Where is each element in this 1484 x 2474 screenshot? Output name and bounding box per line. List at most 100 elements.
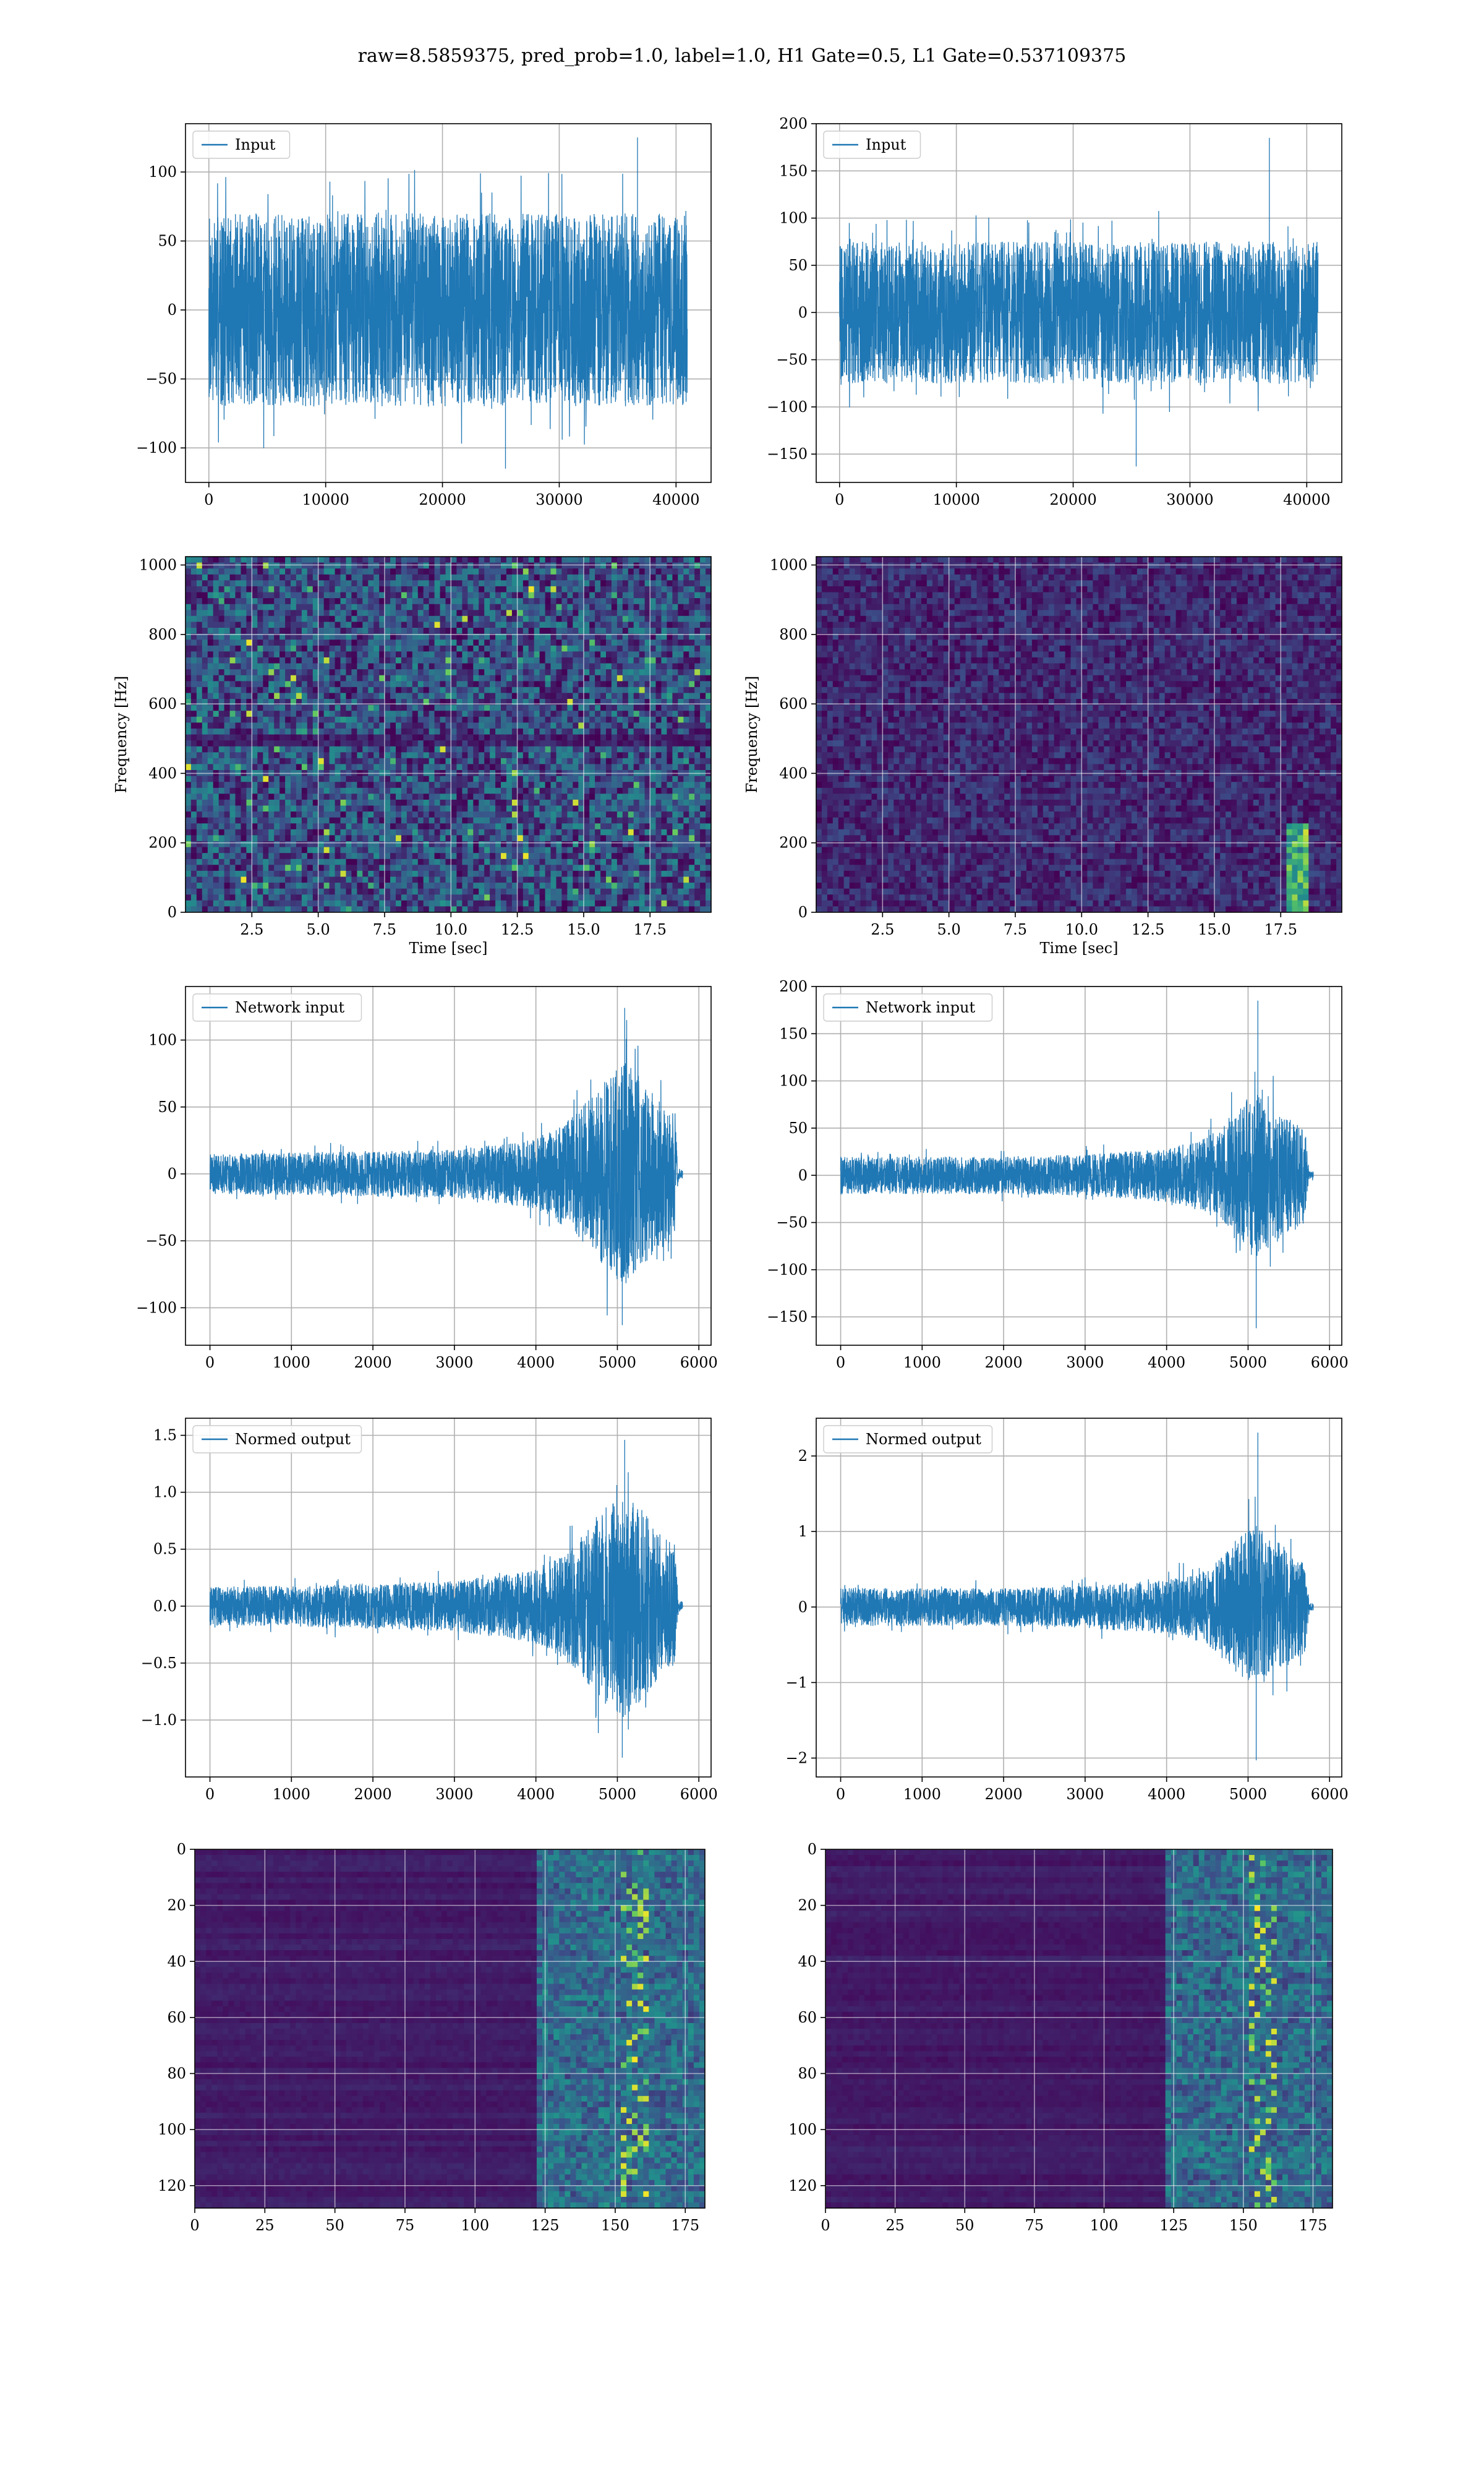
heatmap-cell [385,870,391,878]
heatmap-cell [412,640,419,646]
heatmap-cell [351,799,357,807]
heatmap-cell [312,758,319,764]
heatmap-cell [534,693,540,700]
heatmap-cell [390,598,396,605]
heatmap-cell [561,876,568,883]
heatmap-cell [578,628,584,635]
heatmap-cell [379,657,385,664]
heatmap-cell [213,722,220,729]
heatmap-cell [190,776,197,782]
heatmap-cell [318,823,325,830]
heatmap-cell [550,787,556,794]
heatmap-cell [224,888,231,895]
heatmap-cell [340,628,346,635]
legend-label: Input [235,136,276,153]
heatmap-cell [440,675,446,682]
heatmap-cell [312,764,319,771]
heatmap-cell [329,888,336,895]
heatmap-cell [545,645,552,652]
heatmap-cell [312,628,319,635]
heatmap-cell [550,906,556,912]
heatmap-cell [229,752,236,759]
heatmap-cell [616,841,623,848]
heatmap-cell [357,894,363,901]
heatmap-cell [318,675,325,682]
heatmap-cell [462,592,468,599]
heatmap-cell [207,746,214,753]
heatmap-cell [202,562,208,569]
heatmap-cell [595,693,601,700]
heatmap-cell [561,568,568,575]
heatmap-cell [224,598,231,605]
heatmap-cell [517,787,524,794]
heatmap-cell [335,888,341,895]
heatmap-cell [445,894,451,901]
heatmap-cell [202,722,208,729]
heatmap-cell [390,562,396,569]
heatmap-cell [628,876,634,883]
heatmap-cell [429,693,435,700]
heatmap-cell [600,740,607,747]
heatmap-cell [456,598,463,605]
heatmap-cell [545,835,552,842]
heatmap-cell [224,586,231,593]
heatmap-cell [291,645,297,652]
heatmap-cell [456,657,463,664]
heatmap-cell [616,663,623,670]
heatmap-cell [429,681,435,688]
heatmap-cell [357,799,363,807]
heatmap-cell [224,633,231,640]
heatmap-cell [595,787,601,794]
heatmap-cell [207,734,214,741]
heatmap-cell [307,615,313,622]
heatmap-cell [423,586,430,593]
heatmap-cell [573,681,579,688]
heatmap-cell [467,740,474,747]
heatmap-cell [412,669,419,676]
heatmap-cell [279,865,286,871]
heatmap-cell [368,870,374,878]
heatmap-cell [628,740,634,747]
heatmap-cell [340,722,346,729]
heatmap-cell [473,610,479,617]
heatmap-cell [340,728,346,735]
heatmap-cell [385,622,391,628]
heatmap-cell [213,888,220,895]
heatmap-cell [584,870,590,878]
heatmap-cell [329,687,336,693]
heatmap-cell [456,817,463,824]
heatmap-cell [296,799,302,807]
heatmap-cell [628,687,634,693]
heatmap-cell [490,865,496,871]
heatmap-cell [578,888,584,895]
heatmap-cell [396,557,402,563]
heatmap-cell [511,752,518,759]
heatmap-cell [357,752,363,759]
heatmap-cell [196,853,203,860]
heatmap-cell [600,574,607,581]
heatmap-cell [589,640,595,646]
heatmap-cell [385,574,391,581]
heatmap-cell [241,592,247,599]
heatmap-cell [440,693,446,700]
heatmap-cell [517,722,524,729]
heatmap-cell [373,580,380,587]
heatmap-cell [190,787,197,794]
heatmap-cell [412,900,419,907]
heatmap-cell [246,633,252,640]
heatmap-cell [462,841,468,848]
heatmap-cell [235,847,241,854]
heatmap-cell [346,615,352,622]
heatmap-cell [318,640,325,646]
heatmap-cell [440,883,446,889]
heatmap-cell [534,782,540,789]
heatmap-cell [445,900,451,907]
heatmap-cell [335,906,341,912]
heatmap-cell [573,746,579,753]
heatmap-cell [385,633,391,640]
heatmap-cell [589,740,595,747]
heatmap-cell [406,722,413,729]
heatmap-cell [340,716,346,723]
heatmap-cell [522,728,529,735]
